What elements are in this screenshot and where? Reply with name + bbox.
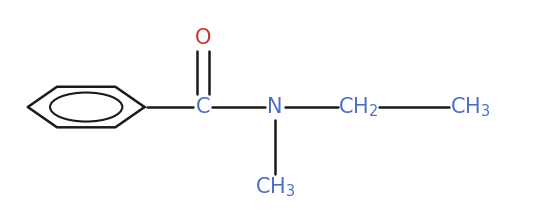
Text: C: C xyxy=(196,97,210,117)
Text: CH$_3$: CH$_3$ xyxy=(255,176,295,199)
Text: O: O xyxy=(195,28,211,48)
Text: N: N xyxy=(267,97,283,117)
Text: CH$_2$: CH$_2$ xyxy=(339,95,379,119)
Text: CH$_3$: CH$_3$ xyxy=(450,95,490,119)
